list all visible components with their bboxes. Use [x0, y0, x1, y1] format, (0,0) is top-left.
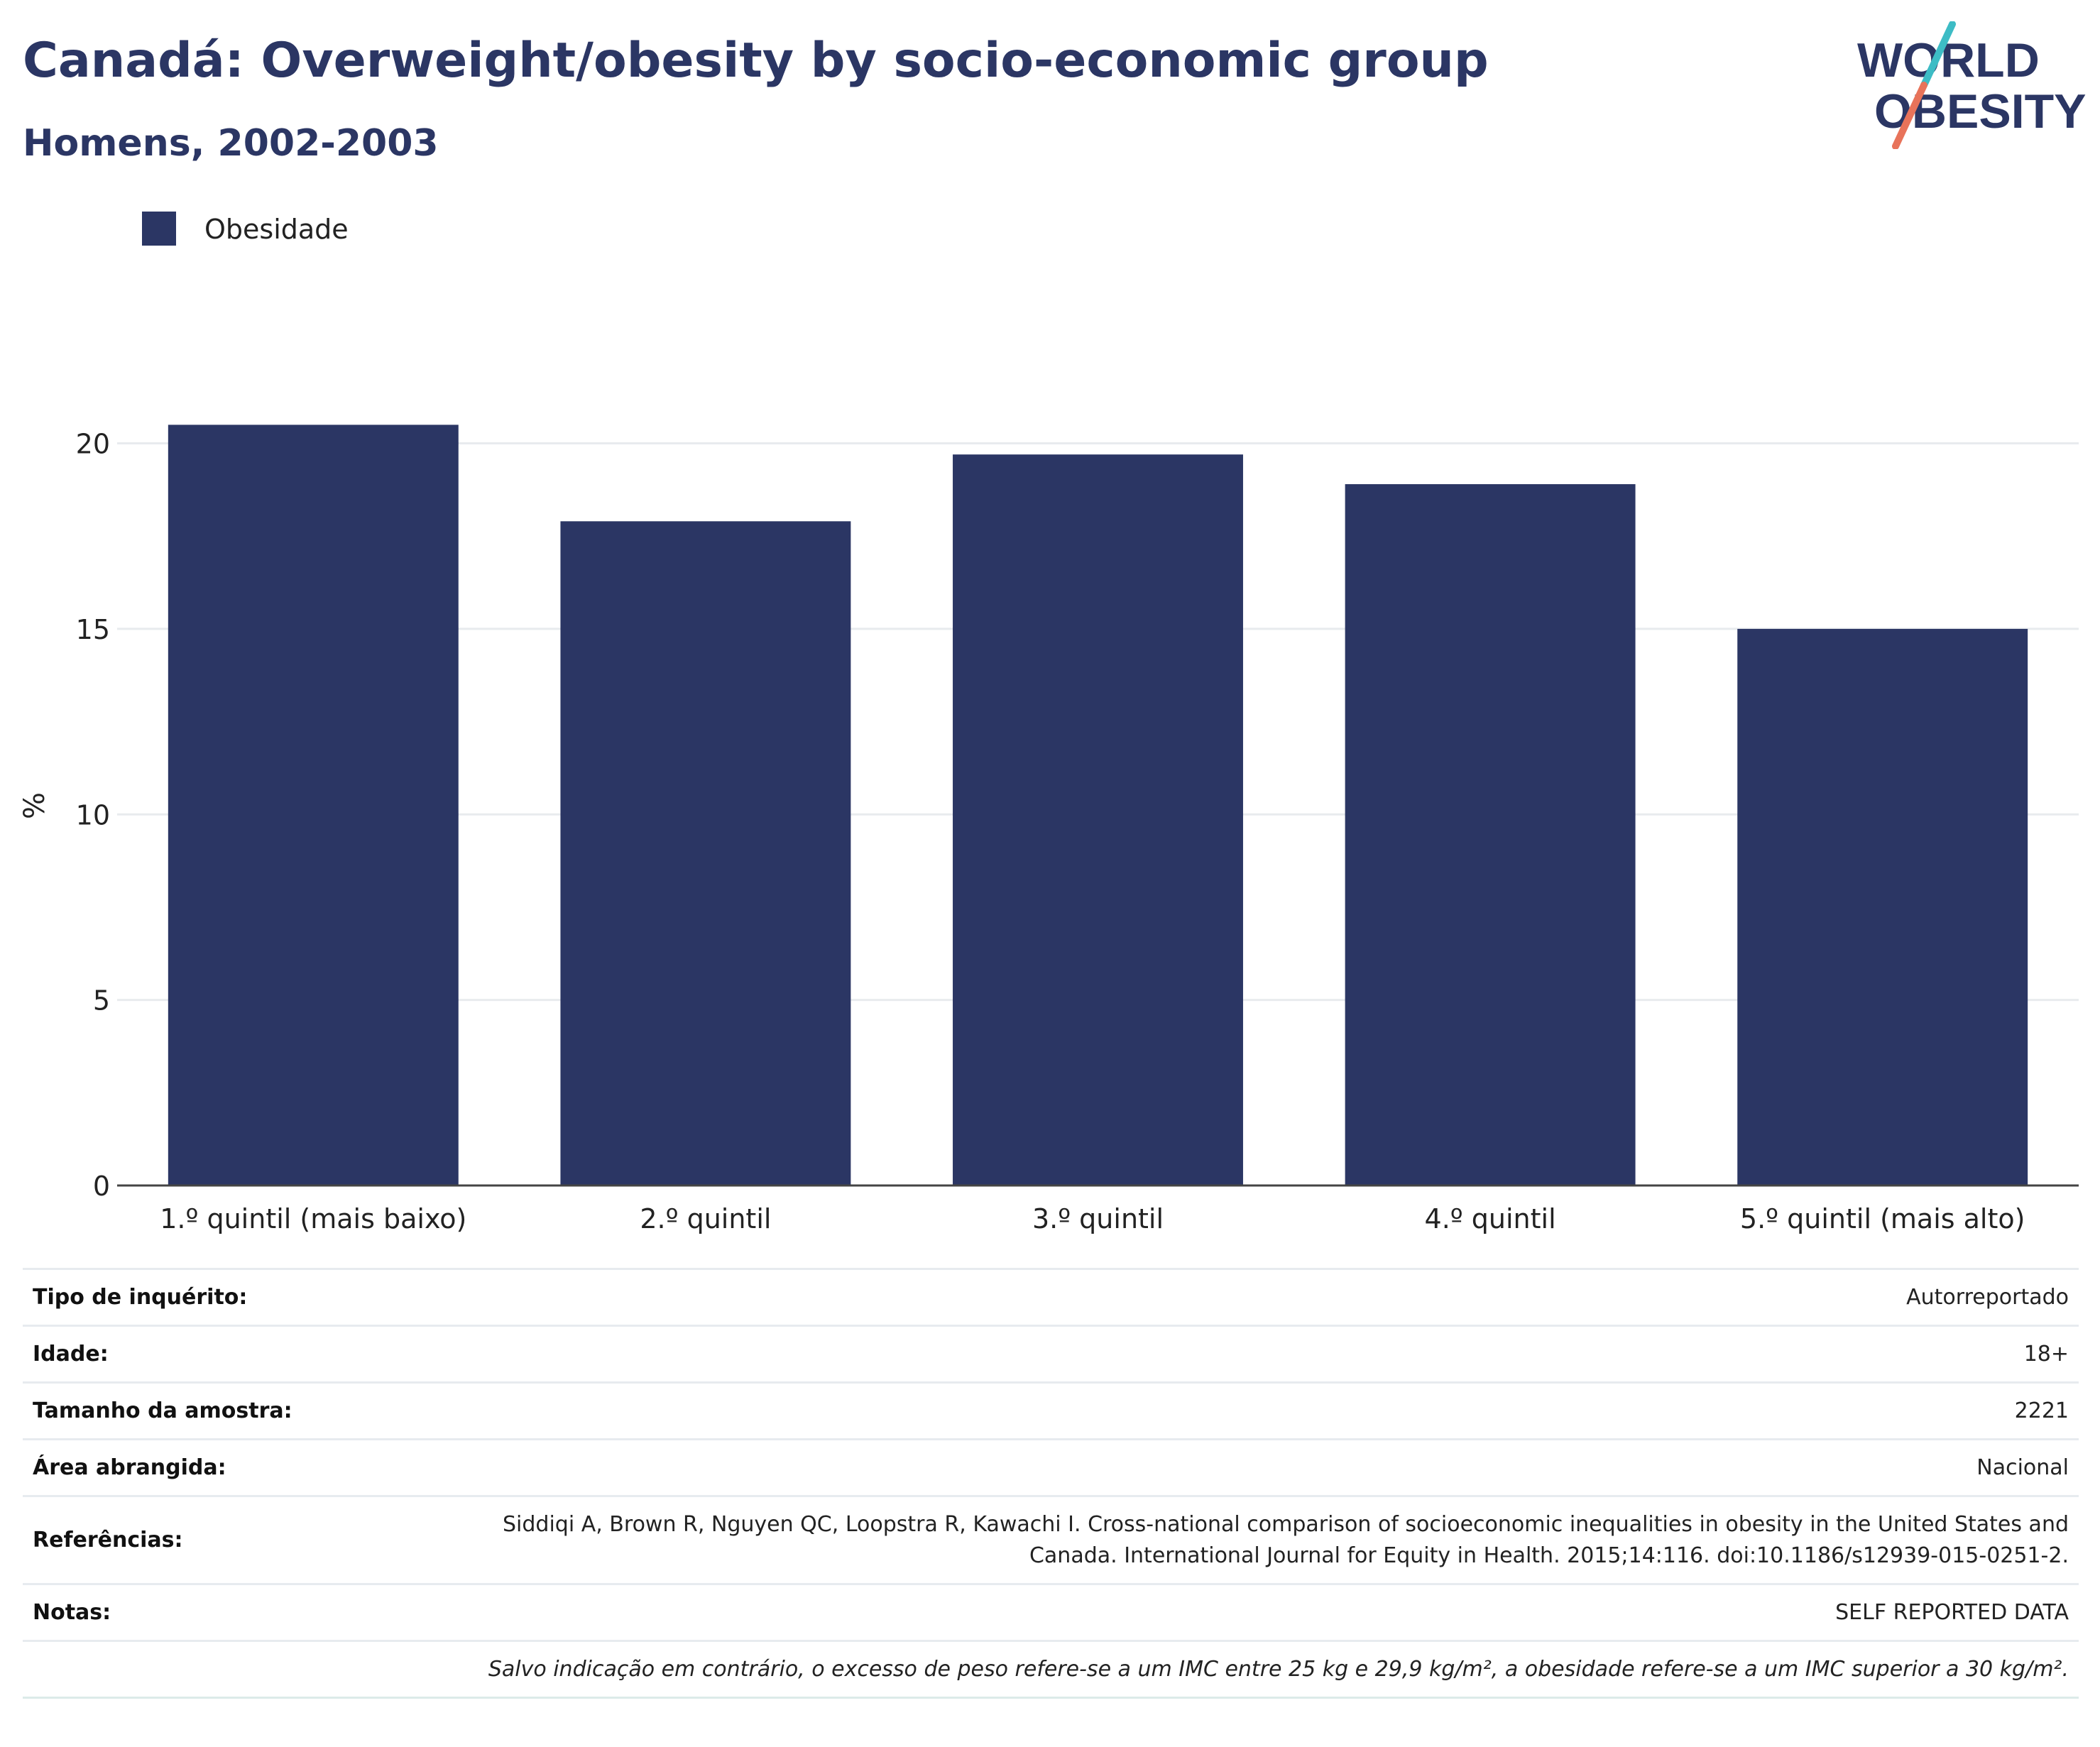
bar-chart: Obesidade 0 5 10 15 20 1.º quintil (mais bai…: [18, 212, 2079, 1234]
info-label: Tamanho da amostra:: [33, 1398, 292, 1423]
logo-slash-top: [1920, 21, 1956, 89]
info-label: Idade:: [33, 1342, 109, 1367]
x-tick-labels: 1.º quintil (mais baixo) 2.º quintil 3.º q…: [160, 1203, 2025, 1234]
info-label: Notas:: [33, 1600, 111, 1625]
info-label: Área abrangida:: [33, 1455, 226, 1480]
x-tick-label: 2.º quintil: [640, 1203, 771, 1234]
info-row: Idade: 18+: [23, 1326, 2079, 1383]
chart-title: Canadá: Overweight/obesity by socio-econ…: [23, 33, 1489, 89]
info-row: Tamanho da amostra: 2221: [23, 1383, 2079, 1440]
logo-text-line1: WORLD: [1857, 33, 2040, 87]
y-tick-label: 20: [76, 429, 110, 460]
y-axis-label: %: [18, 792, 51, 819]
info-value: SELF REPORTED DATA: [1835, 1599, 2069, 1625]
x-tick-label: 4.º quintil: [1425, 1203, 1556, 1234]
info-value: Siddiqi A, Brown R, Nguyen QC, Loopstra …: [503, 1511, 2069, 1568]
legend[interactable]: Obesidade: [142, 212, 349, 246]
chart-subtitle: Homens, 2002-2003: [23, 122, 439, 165]
bar-2[interactable]: [560, 521, 851, 1185]
x-tick-label: 1.º quintil (mais baixo): [160, 1203, 466, 1234]
bar-5[interactable]: [1737, 628, 2028, 1185]
info-value: 18+: [2023, 1341, 2069, 1367]
y-tick-labels: 0 5 10 15 20: [76, 429, 110, 1202]
y-tick-label: 15: [76, 614, 110, 645]
logo-slash-bottom: [1892, 82, 1927, 149]
info-label: Tipo de inquérito:: [33, 1285, 248, 1310]
bar-1[interactable]: [168, 425, 459, 1185]
y-tick-label: 0: [93, 1171, 110, 1202]
x-tick-label: 5.º quintil (mais alto): [1740, 1203, 2025, 1234]
survey-info-table: Tipo de inquérito: Autorreportado Idade: 18…: [23, 1268, 2079, 1699]
info-row: Notas: SELF REPORTED DATA: [23, 1584, 2079, 1641]
info-row: Referências: Siddiqi A, Brown R, Nguyen Q…: [23, 1496, 2079, 1584]
footnote-row: Salvo indicação em contrário, o excesso …: [23, 1641, 2079, 1698]
y-tick-label: 5: [93, 985, 110, 1017]
info-row: Tipo de inquérito: Autorreportado: [23, 1269, 2079, 1326]
bar-4[interactable]: [1345, 484, 1636, 1185]
info-value: Autorreportado: [1906, 1284, 2069, 1310]
y-tick-label: 10: [76, 799, 110, 831]
info-value: Nacional: [1976, 1455, 2069, 1480]
info-row: Área abrangida: Nacional: [23, 1440, 2079, 1496]
bars: [168, 425, 2028, 1185]
footnote: Salvo indicação em contrário, o excesso …: [488, 1656, 2069, 1682]
bar-3[interactable]: [953, 454, 1243, 1185]
legend-swatch-obesidade[interactable]: [142, 212, 176, 246]
legend-label-obesidade[interactable]: Obesidade: [204, 214, 349, 245]
info-label: Referências:: [33, 1528, 183, 1552]
world-obesity-logo[interactable]: WORLD OBESITY: [1846, 21, 2087, 149]
info-value: 2221: [2014, 1398, 2069, 1423]
x-tick-label: 3.º quintil: [1032, 1203, 1164, 1234]
